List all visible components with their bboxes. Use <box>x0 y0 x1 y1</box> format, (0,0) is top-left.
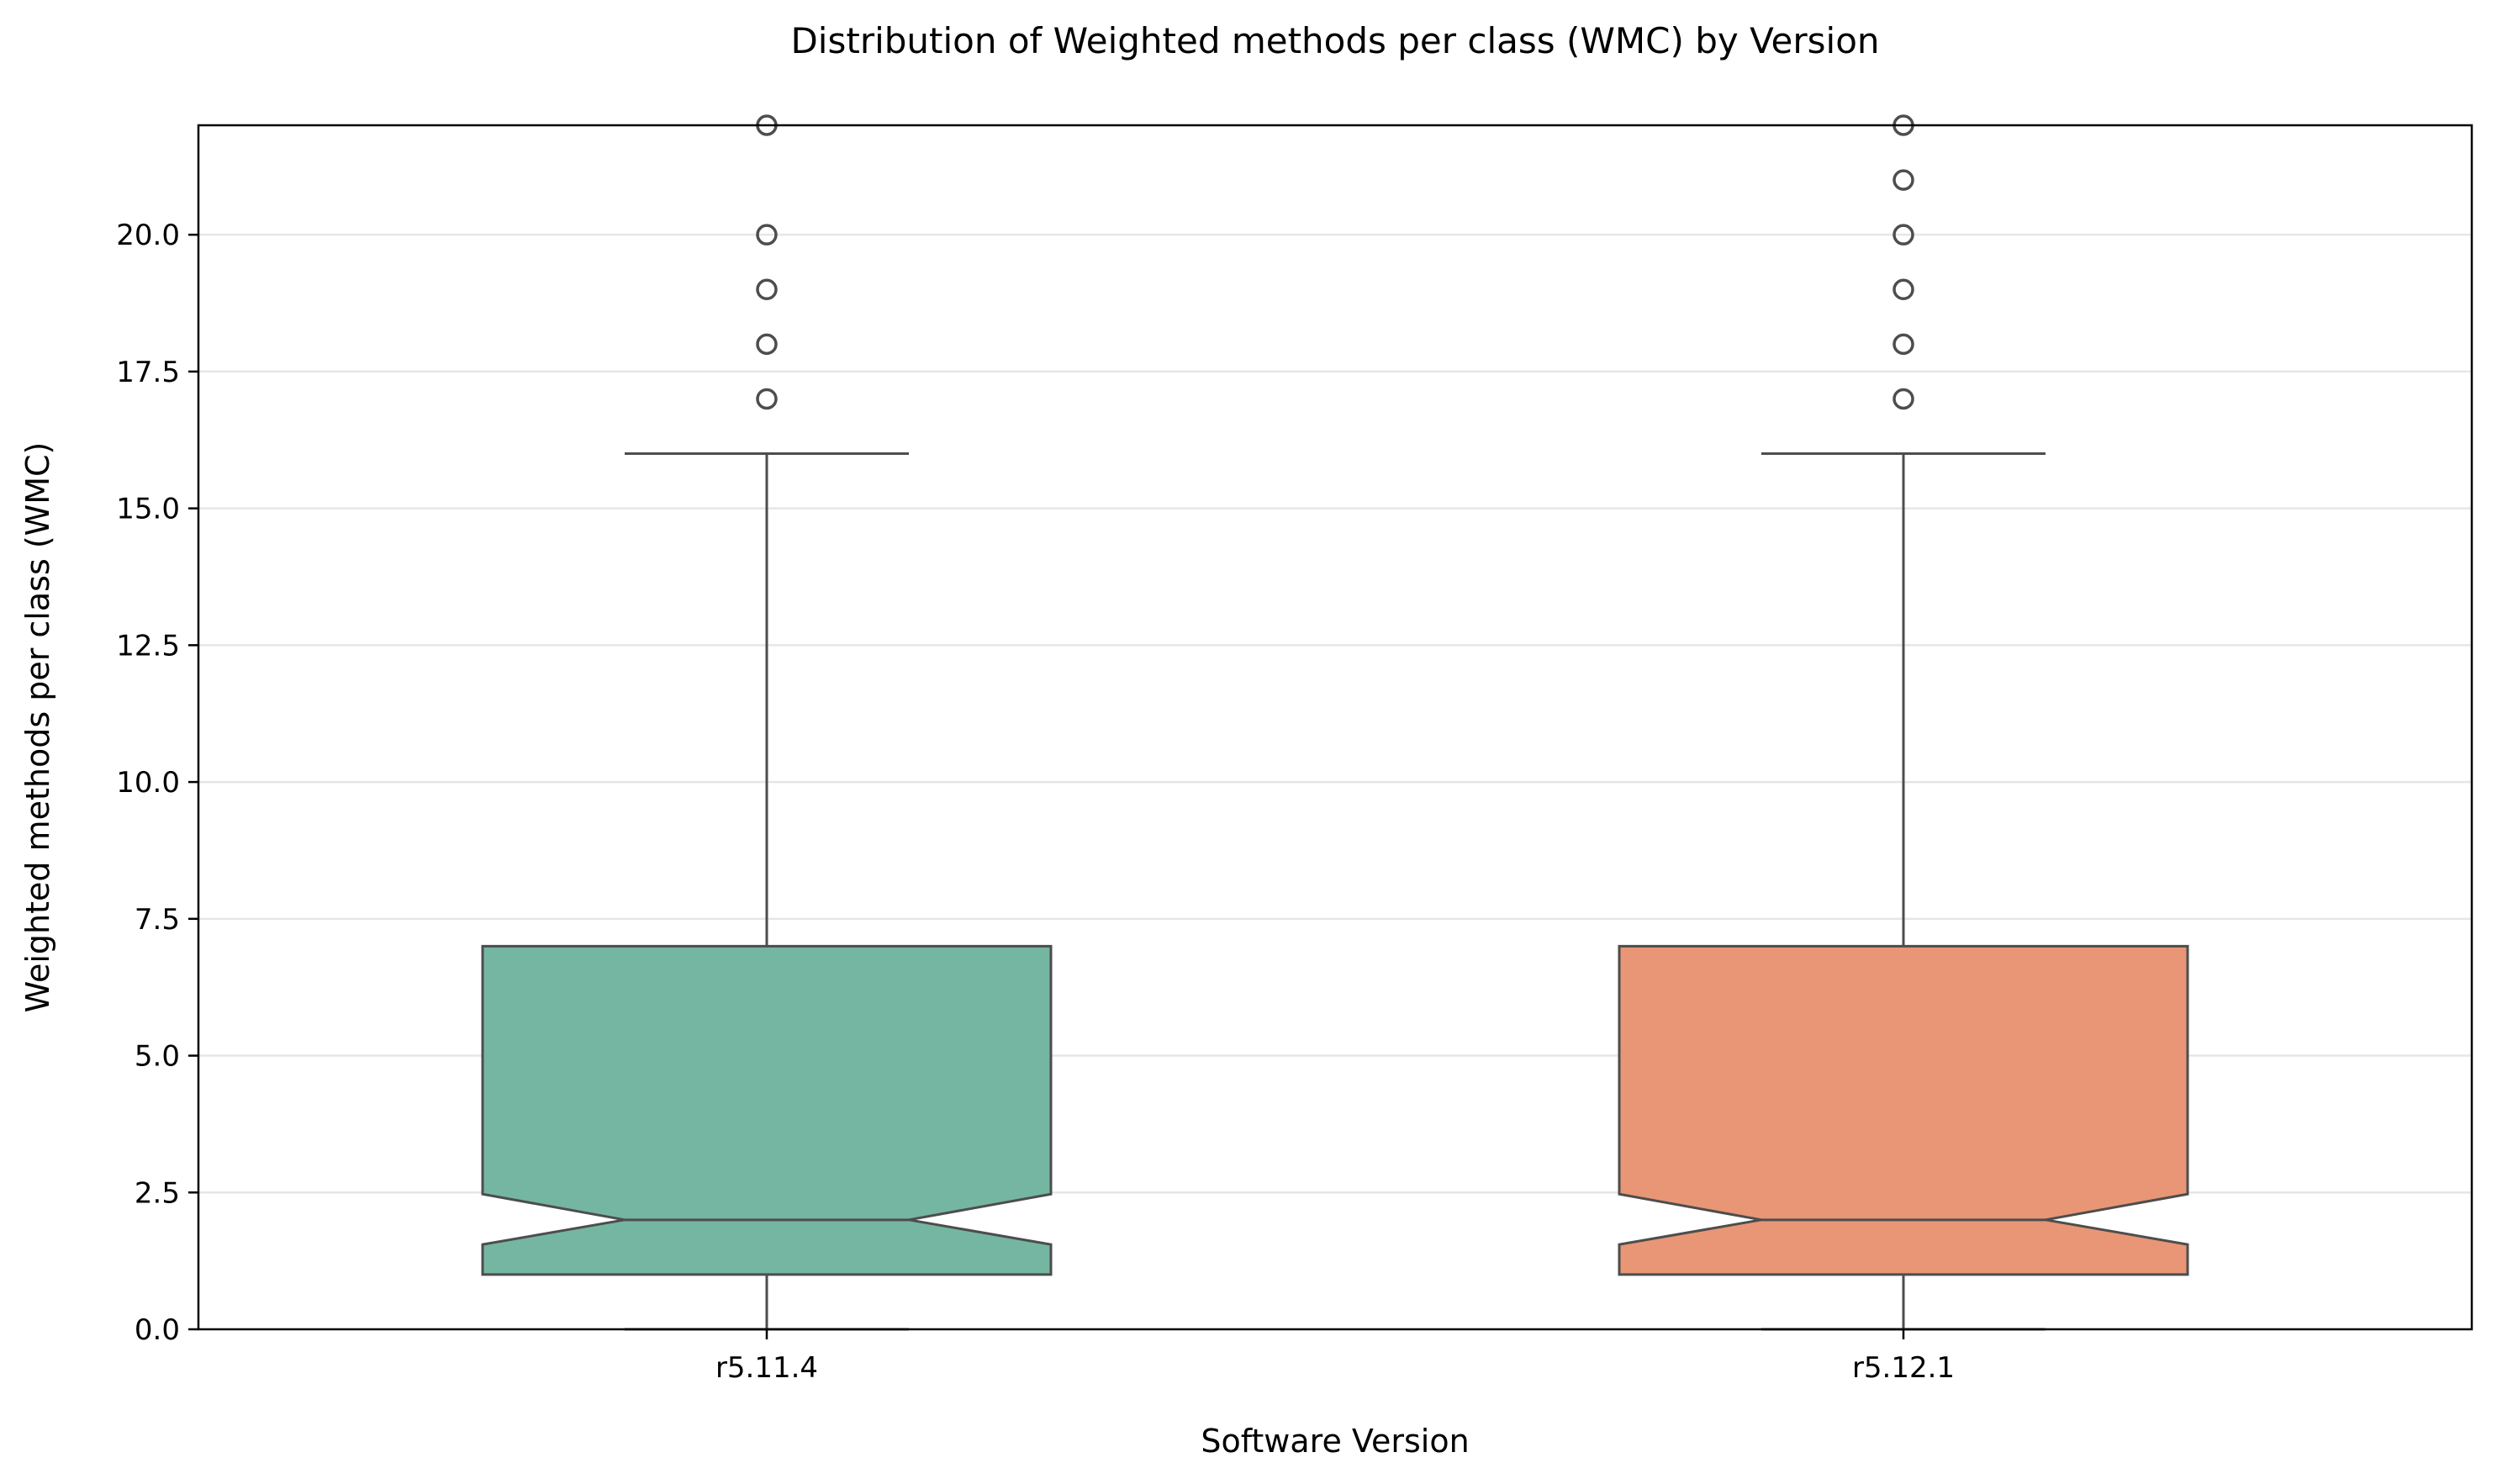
chart-title: Distribution of Weighted methods per cla… <box>790 20 1879 61</box>
x-tick-label: r5.12.1 <box>1852 1351 1955 1385</box>
outlier-point <box>756 333 778 356</box>
y-tick-label: 7.5 <box>135 903 180 937</box>
x-axis-title: Software Version <box>1201 1423 1469 1460</box>
y-tick-label: 20.0 <box>116 219 180 252</box>
plot-frame <box>197 124 2473 1331</box>
notched-box <box>1618 944 2189 1276</box>
y-tick-label: 15.0 <box>116 493 180 526</box>
y-axis: 0.0 2.5 5.0 7.5 10.0 12.5 15.0 17.5 20.0 <box>116 219 198 1347</box>
outlier-point <box>1893 278 1914 301</box>
x-tick-label: r5.11.4 <box>715 1351 818 1385</box>
y-tick-label: 12.5 <box>116 629 180 663</box>
boxes <box>481 114 2189 1331</box>
outlier-point <box>1893 388 1914 410</box>
outlier-point <box>756 224 778 246</box>
box-r5.11.4 <box>481 114 1053 1331</box>
outlier-point <box>1893 169 1914 191</box>
y-axis-title: Weighted methods per class (WMC) <box>19 442 56 1013</box>
outlier-point <box>1893 224 1914 246</box>
x-axis: r5.11.4 r5.12.1 <box>715 1329 1955 1385</box>
outlier-point <box>756 278 778 301</box>
y-tick-label: 2.5 <box>135 1176 180 1210</box>
notched-box <box>481 944 1053 1276</box>
outlier-point <box>1893 333 1914 356</box>
y-tick-label: 5.0 <box>135 1040 180 1074</box>
y-tick-label: 0.0 <box>135 1313 180 1347</box>
y-tick-label: 10.0 <box>116 766 180 800</box>
box-r5.12.1 <box>1618 114 2189 1331</box>
y-tick-label: 17.5 <box>116 356 180 389</box>
outlier-point <box>756 388 778 410</box>
